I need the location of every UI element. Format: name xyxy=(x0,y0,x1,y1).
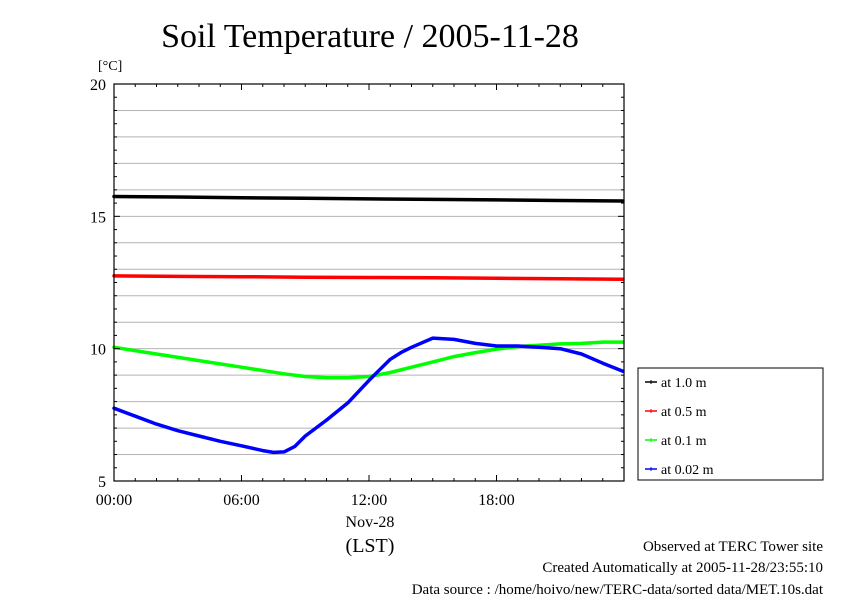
y-tick-label: 10 xyxy=(90,342,106,359)
y-tick-label: 20 xyxy=(90,77,106,94)
chart-title: Soil Temperature / 2005-11-28 xyxy=(161,18,579,55)
y-axis-unit-label: [°C] xyxy=(98,59,122,74)
legend-label: at 0.02 m xyxy=(661,463,714,478)
plot-frame-rect xyxy=(113,83,625,482)
footer-created: Created Automatically at 2005-11-28/23:5… xyxy=(542,560,823,576)
x-tick-label: 06:00 xyxy=(223,492,259,509)
grid-lines xyxy=(114,109,624,456)
legend-label: at 0.5 m xyxy=(661,405,707,420)
footer-source: Data source : /home/hoivo/new/TERC-data/… xyxy=(412,582,824,595)
series-line-1 xyxy=(112,194,625,203)
legend-label: at 1.0 m xyxy=(661,376,707,391)
x-axis-label: (LST) xyxy=(346,535,395,557)
series-line-4 xyxy=(112,336,625,455)
plot-frame xyxy=(113,83,625,482)
series-line-2 xyxy=(112,274,625,282)
x-axis-date-label: Nov-28 xyxy=(346,514,395,531)
x-tick-label: 00:00 xyxy=(96,492,132,509)
legend-box xyxy=(637,367,824,481)
y-tick-label: 15 xyxy=(90,209,106,226)
x-tick-label: 12:00 xyxy=(351,492,387,509)
series-lines xyxy=(112,194,625,455)
x-tick-label: 18:00 xyxy=(478,492,514,509)
legend: at 1.0 m at 0.5 m at 0.1 m at 0.02 m xyxy=(637,367,824,481)
x-axis-ticks: 00:00 06:00 12:00 18:00 xyxy=(96,492,515,509)
legend-label: at 0.1 m xyxy=(661,434,707,449)
series-line-3 xyxy=(112,340,625,380)
y-axis-ticks: 5 10 15 20 xyxy=(90,77,106,491)
footer-site: Observed at TERC Tower site xyxy=(643,539,823,555)
y-tick-label: 5 xyxy=(98,474,106,491)
